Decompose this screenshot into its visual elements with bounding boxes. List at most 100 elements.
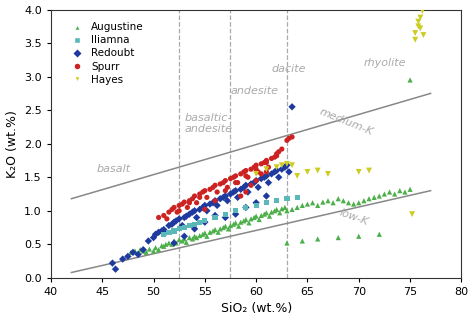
Point [288,104,296,109]
Point [155,247,163,252]
Point [235,224,243,229]
Point [170,239,178,244]
Point [193,215,201,220]
Point [414,24,422,29]
Point [150,235,157,240]
Point [181,199,188,204]
Point [273,151,281,156]
Point [109,261,116,266]
Point [211,183,219,188]
Point [355,169,363,174]
Text: basalt: basalt [97,164,131,174]
Point [411,37,419,42]
Point [201,220,209,225]
Point [242,189,250,195]
Point [345,200,352,205]
Point [242,168,250,173]
Point [264,180,272,185]
Point [163,216,171,221]
Point [189,196,196,201]
Point [160,232,168,237]
Point [263,167,270,172]
Point [261,175,268,180]
Point [230,221,237,227]
Point [250,165,258,170]
Point [206,202,214,207]
Point [283,163,291,168]
Point [227,176,234,181]
Point [124,254,132,259]
Point [155,230,163,235]
Text: andesite: andesite [230,86,279,96]
Point [168,207,176,212]
Point [158,243,165,248]
Point [160,227,168,232]
Point [281,205,289,210]
Point [252,203,260,208]
Point [129,250,137,255]
Point [350,202,357,207]
Point [247,216,255,221]
Point [165,223,173,228]
Point [255,169,262,174]
Point [189,210,196,215]
Point [309,200,316,205]
Text: basaltic-
andesite: basaltic- andesite [184,113,232,134]
Point [211,213,219,218]
Point [250,215,258,220]
Point [196,207,203,212]
Point [170,240,178,246]
Point [193,235,201,240]
Point [414,19,422,24]
Point [168,242,176,247]
Point [201,207,209,212]
Point [375,194,383,199]
Point [221,194,229,199]
Point [285,136,293,141]
Text: medium-K: medium-K [318,107,374,138]
Point [401,189,409,195]
Point [221,215,229,220]
Point [273,198,281,203]
Point [417,26,424,31]
Point [324,198,332,203]
Point [257,213,265,218]
Point [189,236,196,241]
Point [139,247,147,252]
Point [209,185,217,190]
Point [247,181,255,187]
Point [242,173,250,178]
Point [191,208,198,213]
Point [217,226,224,231]
Point [214,230,222,235]
Point [201,218,209,223]
Point [252,178,260,183]
Point [219,195,227,200]
Point [181,215,188,220]
Point [419,32,427,38]
Point [255,217,263,222]
Point [221,178,229,183]
Point [196,233,203,238]
Point [211,198,219,203]
Point [191,234,198,239]
Point [355,234,363,239]
Point [165,230,173,235]
Point [252,171,260,177]
Point [304,169,311,174]
Point [201,188,209,193]
Point [288,163,296,168]
Point [408,212,416,217]
Point [281,165,289,170]
Point [203,195,210,200]
Point [183,205,191,210]
Point [271,154,278,160]
Point [391,191,399,196]
Point [381,191,388,196]
Point [276,210,283,215]
Point [196,191,203,196]
Point [178,202,186,207]
Point [386,189,393,195]
Point [406,187,414,192]
Point [275,175,283,180]
